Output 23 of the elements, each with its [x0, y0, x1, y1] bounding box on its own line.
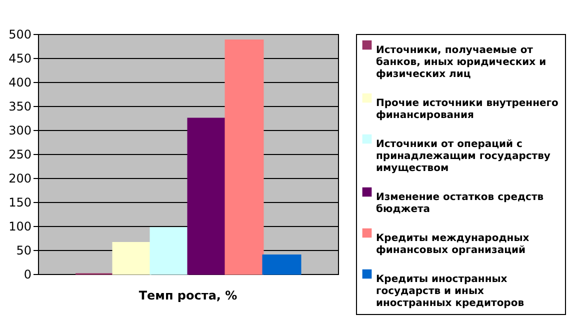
bar — [187, 118, 226, 275]
bar — [262, 254, 302, 275]
bar — [224, 39, 264, 275]
legend-label: Кредиты иностранных государств и иных иностранных кредиторов — [376, 274, 524, 309]
legend-label: Источники от операций с принадлежащим государству имуществом — [376, 139, 551, 174]
y-tick-label: 500 — [8, 28, 32, 42]
y-tick-label: 300 — [8, 124, 32, 138]
y-tick-label: 250 — [8, 148, 32, 162]
y-tick-label: 450 — [8, 52, 32, 66]
legend-label: Источники, получаемые от банков, иных юридических и физических лиц — [376, 45, 546, 80]
legend-label: Изменение остатков средств бюджета — [376, 192, 544, 215]
y-tick-label: 100 — [8, 220, 32, 234]
bar — [150, 227, 189, 275]
y-tick-label: 50 — [16, 244, 32, 258]
y-tick-label: 350 — [8, 100, 32, 114]
legend-label: Кредиты международных финансовых организаций — [376, 233, 530, 256]
y-tick-label: 150 — [8, 196, 32, 210]
x-tick-label: Темп роста, % — [138, 288, 238, 302]
y-tick-label: 200 — [8, 172, 32, 186]
legend-label: Прочие источники внутреннего финансирования — [376, 98, 559, 121]
bar — [112, 242, 152, 275]
y-tick-label: 0 — [24, 268, 32, 282]
y-tick-label: 400 — [8, 76, 32, 90]
